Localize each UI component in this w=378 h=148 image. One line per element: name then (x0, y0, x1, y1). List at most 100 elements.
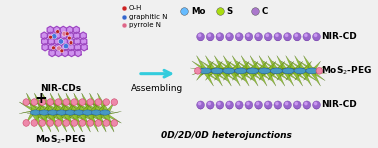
Circle shape (303, 33, 311, 41)
Circle shape (295, 34, 297, 37)
Circle shape (23, 99, 29, 105)
Polygon shape (32, 114, 43, 132)
Polygon shape (245, 61, 261, 70)
Polygon shape (250, 56, 261, 70)
Polygon shape (90, 111, 108, 114)
Polygon shape (217, 68, 234, 70)
Polygon shape (95, 114, 106, 132)
Polygon shape (90, 93, 101, 111)
Polygon shape (235, 68, 252, 70)
Polygon shape (239, 67, 254, 72)
Polygon shape (192, 70, 208, 75)
Circle shape (264, 101, 272, 109)
Polygon shape (274, 61, 285, 72)
Circle shape (316, 67, 322, 74)
Polygon shape (87, 114, 106, 123)
Polygon shape (82, 111, 101, 114)
Polygon shape (64, 111, 82, 114)
Polygon shape (220, 72, 231, 86)
Polygon shape (98, 93, 108, 111)
Circle shape (198, 34, 201, 37)
Polygon shape (68, 44, 74, 51)
Circle shape (237, 102, 239, 105)
Polygon shape (245, 70, 261, 75)
Polygon shape (62, 44, 68, 51)
Polygon shape (272, 70, 288, 75)
Circle shape (218, 102, 220, 105)
Ellipse shape (74, 110, 84, 115)
Circle shape (314, 102, 317, 105)
Circle shape (47, 99, 53, 105)
Polygon shape (310, 72, 325, 81)
Circle shape (208, 102, 211, 105)
Circle shape (265, 35, 271, 41)
Polygon shape (292, 67, 307, 72)
Polygon shape (263, 61, 279, 70)
Ellipse shape (294, 68, 306, 74)
Polygon shape (205, 70, 216, 80)
Polygon shape (43, 111, 61, 114)
Circle shape (103, 120, 110, 126)
Text: Mo: Mo (191, 7, 205, 16)
Polygon shape (74, 102, 93, 111)
Circle shape (284, 33, 291, 41)
Polygon shape (283, 72, 300, 74)
Polygon shape (247, 72, 263, 81)
Circle shape (246, 35, 252, 41)
Polygon shape (294, 70, 305, 80)
Polygon shape (64, 103, 75, 114)
Polygon shape (223, 70, 234, 80)
Circle shape (227, 35, 232, 41)
Polygon shape (256, 61, 267, 72)
Circle shape (208, 34, 211, 37)
Circle shape (195, 67, 201, 74)
Polygon shape (79, 111, 98, 114)
Polygon shape (292, 72, 309, 74)
Polygon shape (244, 68, 261, 70)
Polygon shape (281, 61, 296, 70)
Circle shape (247, 34, 249, 37)
Polygon shape (54, 32, 60, 39)
Circle shape (79, 99, 85, 105)
Ellipse shape (246, 68, 259, 74)
Polygon shape (232, 70, 243, 80)
Text: pyrrole N: pyrrole N (129, 22, 161, 28)
Circle shape (216, 33, 224, 41)
Polygon shape (301, 61, 311, 72)
Polygon shape (254, 61, 270, 70)
Circle shape (303, 101, 311, 109)
Polygon shape (87, 114, 98, 132)
Polygon shape (310, 72, 327, 74)
Circle shape (62, 31, 67, 36)
Polygon shape (220, 67, 236, 72)
Polygon shape (103, 111, 121, 114)
Circle shape (313, 33, 321, 41)
Circle shape (305, 34, 307, 37)
Polygon shape (95, 114, 113, 123)
Circle shape (111, 120, 118, 126)
Polygon shape (208, 68, 225, 70)
Polygon shape (48, 111, 66, 114)
Polygon shape (228, 61, 243, 70)
Circle shape (47, 120, 53, 126)
Polygon shape (218, 70, 234, 75)
Polygon shape (42, 44, 48, 51)
Polygon shape (50, 111, 61, 123)
Polygon shape (203, 67, 218, 72)
Polygon shape (214, 56, 225, 70)
Polygon shape (254, 70, 270, 75)
Polygon shape (95, 111, 113, 114)
Polygon shape (71, 114, 82, 132)
Polygon shape (203, 72, 218, 81)
Polygon shape (214, 70, 225, 80)
Circle shape (304, 104, 310, 109)
Polygon shape (32, 111, 51, 114)
Polygon shape (229, 72, 240, 86)
Polygon shape (205, 56, 216, 70)
Circle shape (60, 49, 64, 53)
Polygon shape (103, 103, 114, 114)
Circle shape (266, 102, 268, 105)
Ellipse shape (270, 68, 282, 74)
Ellipse shape (91, 110, 101, 115)
Polygon shape (301, 72, 311, 86)
